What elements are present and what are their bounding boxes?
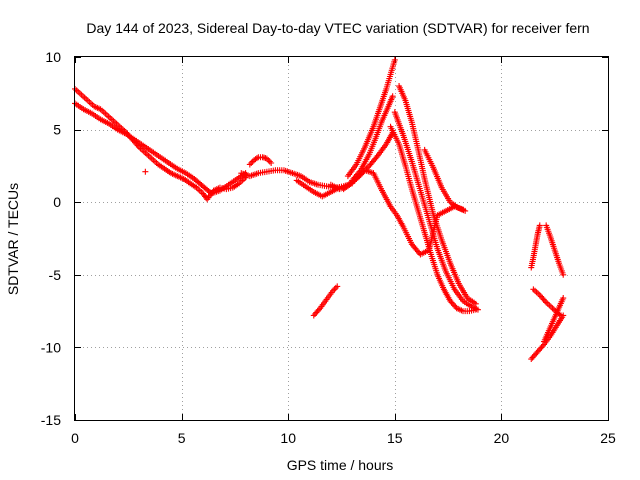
data-point-marker — [462, 207, 469, 214]
data-point-marker — [536, 222, 543, 229]
data-point-marker — [558, 312, 565, 319]
y-tick-label: -5 — [49, 267, 62, 283]
data-points — [72, 56, 567, 363]
y-tick-label: 0 — [53, 194, 61, 210]
y-tick-label: -10 — [41, 339, 61, 355]
data-point-marker — [472, 300, 479, 307]
x-tick-label: 20 — [494, 430, 510, 446]
y-axis-label: SDTVAR / TECUs — [5, 183, 21, 295]
y-tick-label: 5 — [53, 122, 61, 138]
data-point-marker — [389, 93, 396, 100]
x-tick-label: 15 — [387, 430, 403, 446]
data-point-marker — [560, 295, 567, 302]
data-point-marker — [352, 177, 359, 184]
data-point-marker — [331, 286, 338, 293]
data-point-marker — [560, 271, 567, 278]
x-tick-label: 0 — [71, 430, 79, 446]
x-tick-label: 5 — [178, 430, 186, 446]
x-axis-label: GPS time / hours — [287, 457, 394, 473]
data-point-marker — [474, 306, 481, 313]
x-tick-label: 25 — [600, 430, 616, 446]
grid-lines — [75, 57, 608, 420]
chart-title: Day 144 of 2023, Sidereal Day-to-day VTE… — [86, 20, 589, 36]
data-point-marker — [391, 56, 398, 63]
data-point-marker — [332, 284, 339, 291]
data-point-marker — [253, 155, 260, 162]
axis-ticks: 0 5 10 15 20 25 10 5 0 -5 -10 -15 — [41, 49, 616, 446]
data-point-marker — [266, 158, 273, 165]
data-point-marker — [246, 161, 253, 168]
data-point-marker — [263, 155, 270, 162]
y-tick-label: -15 — [41, 412, 61, 428]
data-point-marker — [268, 159, 275, 166]
x-tick-label: 10 — [280, 430, 296, 446]
data-point-marker — [334, 283, 341, 290]
plot-frame — [74, 56, 609, 421]
y-tick-label: 10 — [45, 49, 61, 65]
data-point-marker — [142, 168, 149, 175]
data-point-marker — [248, 159, 255, 166]
